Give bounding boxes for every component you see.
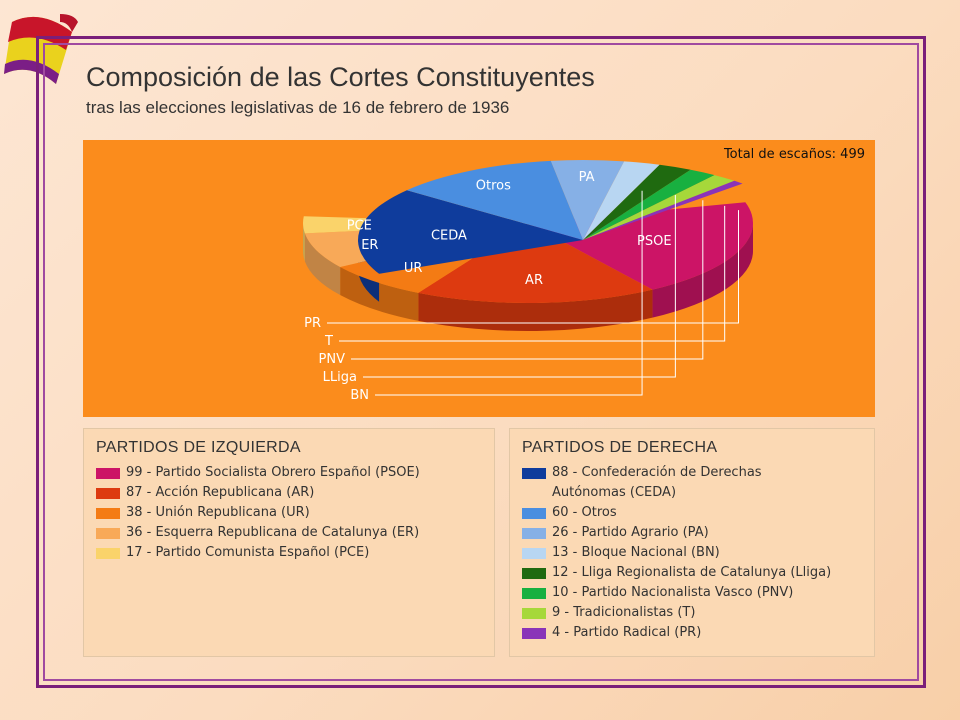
legend-label: 88 - Confederación de Derechas <box>552 465 762 480</box>
legend-left-panel: PARTIDOS DE IZQUIERDA 99 - Partido Socia… <box>83 428 495 657</box>
pie-label-ceda: CEDA <box>431 228 467 243</box>
pie-tops <box>303 160 753 303</box>
pie-label-t: T <box>324 334 333 349</box>
legend-item: 17 - Partido Comunista Español (PCE) <box>96 543 420 563</box>
legend-swatch <box>522 628 546 639</box>
pie-slice-side-psoe <box>652 223 753 318</box>
pie-label-pa: PA <box>579 170 595 185</box>
legend-swatch <box>96 508 120 519</box>
pie-slice-side-pce <box>303 223 305 262</box>
legend-swatch <box>96 488 120 499</box>
legend-swatch <box>96 468 120 479</box>
legend-right-heading: PARTIDOS DE DERECHA <box>522 439 718 456</box>
pie-chart: PSOE AR UR ER PCE CEDA Otros PA PRT PNV LLiga BN <box>303 160 753 403</box>
legend-swatch <box>522 548 546 559</box>
pie-label-pr: PR <box>304 316 321 331</box>
pie-slice-otros <box>406 160 583 240</box>
legend-label: 87 - Acción Republicana (AR) <box>126 485 315 500</box>
pie-label-er: ER <box>361 238 378 253</box>
legend-label: 17 - Partido Comunista Español (PCE) <box>126 545 370 560</box>
legend-left-list: 99 - Partido Socialista Obrero Español (… <box>96 463 420 563</box>
legend-item: 13 - Bloque Nacional (BN) <box>522 543 831 563</box>
pie-label-otros: Otros <box>476 179 511 194</box>
legend-left-heading: PARTIDOS DE IZQUIERDA <box>96 439 301 456</box>
legend-label: 13 - Bloque Nacional (BN) <box>552 545 720 560</box>
pie-slice-bn <box>583 161 660 240</box>
pie-label-pnv: PNV <box>319 352 346 367</box>
pie-label-psoe: PSOE <box>637 234 672 249</box>
pie-slice-ceda <box>358 190 583 274</box>
legend-label: 10 - Partido Nacionalista Vasco (PNV) <box>552 585 794 600</box>
callout-line-pnv <box>351 200 704 360</box>
callout-line-bn <box>375 190 643 396</box>
legend-label: 12 - Lliga Regionalista de Catalunya (Ll… <box>552 565 832 580</box>
legend-swatch <box>522 468 546 479</box>
callout-line-t <box>339 205 726 342</box>
pie-slice-lliga <box>583 164 691 240</box>
inner-frame <box>43 43 919 681</box>
legend-label: 99 - Partido Socialista Obrero Español (… <box>126 465 420 480</box>
callout-line-lliga <box>363 195 676 378</box>
legend-item: 60 - Otros <box>522 503 831 523</box>
legend-item: 4 - Partido Radical (PR) <box>522 623 831 643</box>
legend-item: 9 - Tradicionalistas (T) <box>522 603 831 623</box>
pie-labels: PSOE AR UR ER PCE CEDA Otros PA PRT PNV LLiga BN <box>304 170 739 403</box>
legend-label: 36 - Esquerra Republicana de Catalunya (… <box>126 525 420 540</box>
legend-label-continued: Autónomas (CEDA) <box>552 485 677 500</box>
legend-item: 87 - Acción Republicana (AR) <box>96 483 420 503</box>
legend-swatch <box>96 548 120 559</box>
outer-frame <box>36 36 926 688</box>
legend-label: 4 - Partido Radical (PR) <box>552 625 702 640</box>
pie-label-pce: PCE <box>347 218 372 233</box>
page-title: Composición de las Cortes Constituyentes <box>86 62 595 92</box>
legend-swatch <box>522 568 546 579</box>
legend-label: 38 - Unión Republicana (UR) <box>126 505 310 520</box>
pie-slice-pnv <box>583 169 715 240</box>
pie-label-ur: UR <box>404 261 423 276</box>
legend-swatch <box>522 528 546 539</box>
total-seats: Total de escaños: 499 <box>723 147 865 162</box>
legend-item: 88 - Confederación de Derechas Autónomas … <box>522 463 831 503</box>
pie-sides <box>303 223 753 331</box>
legend-label: 26 - Partido Agrario (PA) <box>552 525 709 540</box>
pie-slice-pr <box>583 180 743 240</box>
pie-slice-side-er <box>304 233 341 296</box>
legend-swatch <box>522 588 546 599</box>
legend-right-panel: PARTIDOS DE DERECHA 88 - Confederación d… <box>509 428 875 657</box>
legend-item: 10 - Partido Nacionalista Vasco (PNV) <box>522 583 831 603</box>
page-subtitle: tras las elecciones legislativas de 16 d… <box>86 98 510 117</box>
pie-slice-side-ar <box>418 289 653 331</box>
pie-slice-t <box>583 175 735 240</box>
legend-label: 60 - Otros <box>552 505 617 520</box>
pie-slice-ar <box>418 223 653 303</box>
legend-item: 36 - Esquerra Republicana de Catalunya (… <box>96 523 420 543</box>
legend-swatch <box>522 608 546 619</box>
legend-item: 99 - Partido Socialista Obrero Español (… <box>96 463 420 483</box>
pie-label-lliga: LLiga <box>323 370 357 385</box>
pie-slice-side-ur <box>340 267 419 321</box>
pie-slice-pa <box>550 160 625 240</box>
pie-label-ar: AR <box>525 273 543 288</box>
legend-item: 26 - Partido Agrario (PA) <box>522 523 831 543</box>
legend-item: 12 - Lliga Regionalista de Catalunya (Ll… <box>522 563 831 583</box>
legend-right-list: 88 - Confederación de Derechas Autónomas … <box>522 463 831 643</box>
legend-label: 9 - Tradicionalistas (T) <box>552 605 696 620</box>
legend-swatch <box>96 528 120 539</box>
pie-label-bn: BN <box>350 388 369 403</box>
pie-chart-panel: PSOE AR UR ER PCE CEDA Otros PA PR T PNV LLiga BN To… <box>83 140 875 417</box>
legend-swatch <box>522 508 546 519</box>
legend-item: 38 - Unión Republicana (UR) <box>96 503 420 523</box>
callout-line-pr <box>327 210 739 324</box>
